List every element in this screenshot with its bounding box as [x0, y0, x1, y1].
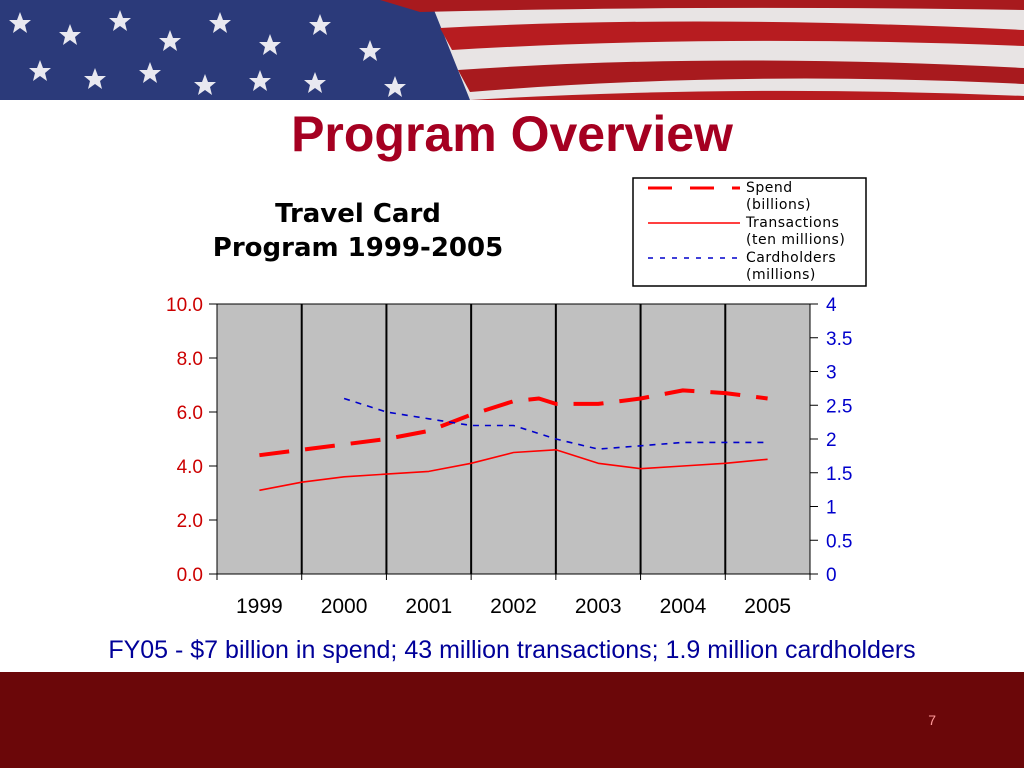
y-tick-label: 8.0 — [177, 349, 203, 370]
series-line-transactions — [259, 448, 768, 492]
legend-label: Transactions — [745, 215, 839, 231]
x-axis: 1999 2000 2001 2002 2003 2004 2005 — [216, 574, 811, 618]
y2-tick-label: 2.5 — [826, 396, 852, 417]
left-y-axis: 0.0 2.0 4.0 6.0 8.0 10.0 — [166, 295, 217, 586]
legend-box — [632, 177, 867, 287]
y2-tick-label: 4 — [826, 295, 837, 316]
y2-tick-label: 2 — [826, 430, 837, 451]
x-tick-label: 2001 — [405, 595, 452, 618]
y-tick-label: 0.0 — [177, 565, 203, 586]
legend-label: Spend — [746, 180, 793, 196]
x-tick-label: 2005 — [744, 595, 791, 618]
y2-tick-label: 0.5 — [826, 531, 852, 552]
legend: Spend(billions) Transactions(ten millions… — [632, 177, 867, 287]
series-layer — [259, 388, 768, 492]
series-line-cardholders — [343, 397, 768, 450]
slide-caption: FY05 - $7 billion in spend; 43 million t… — [108, 636, 916, 664]
page-number: 7 — [928, 712, 936, 728]
y2-tick-label: 3 — [826, 363, 837, 384]
y-tick-label: 10.0 — [166, 295, 203, 316]
y2-tick-label: 1 — [826, 498, 837, 519]
star-icon — [9, 10, 406, 97]
right-y-axis: 0 0.5 1 1.5 2 2.5 3 3.5 4 — [810, 295, 852, 586]
legend-label: (millions) — [746, 267, 816, 283]
y-tick-label: 4.0 — [177, 457, 203, 478]
x-tick-label: 2003 — [575, 595, 622, 618]
y2-tick-label: 0 — [826, 565, 837, 586]
legend-label: Cardholders — [746, 250, 836, 266]
chart-title-line: Travel Card — [275, 199, 441, 229]
x-tick-label: 2000 — [321, 595, 368, 618]
y-tick-label: 6.0 — [177, 403, 203, 424]
x-tick-label: 1999 — [236, 595, 283, 618]
x-tick-label: 2004 — [660, 595, 707, 618]
chart-title-line: Program 1999-2005 — [213, 233, 503, 263]
y-tick-label: 2.0 — [177, 511, 203, 532]
flag-banner — [0, 0, 1024, 100]
y2-tick-label: 1.5 — [826, 464, 852, 485]
chart-title: Travel Card Program 1999-2005 — [213, 199, 503, 263]
plot-area — [216, 303, 811, 575]
y2-tick-label: 3.5 — [826, 329, 852, 350]
x-tick-label: 2002 — [490, 595, 537, 618]
series-line-spend — [259, 388, 768, 458]
legend-label: (ten millions) — [746, 232, 845, 248]
footer-bar: 7 — [0, 672, 1024, 768]
legend-label: (billions) — [746, 197, 811, 213]
slide-title: Program Overview — [291, 106, 733, 162]
